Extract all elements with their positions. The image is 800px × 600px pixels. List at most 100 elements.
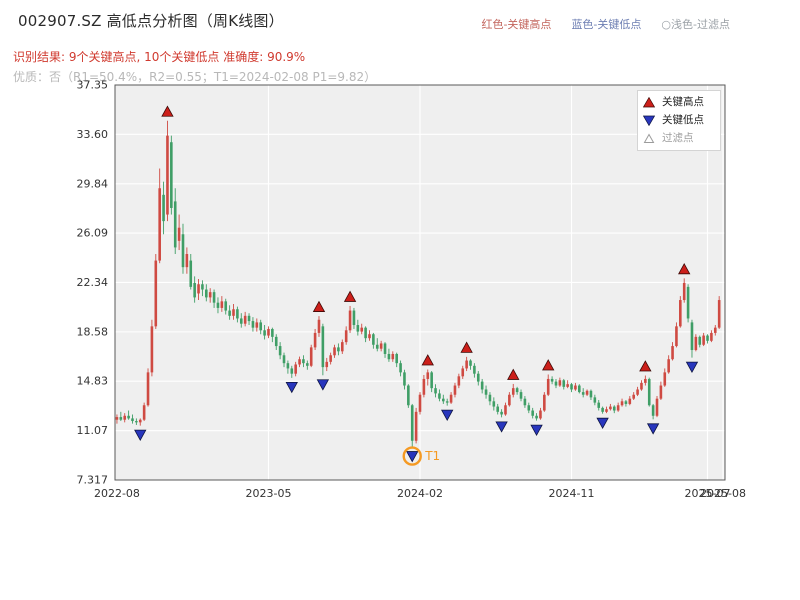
axis-spines: [114, 84, 726, 481]
candle-body: [290, 368, 294, 374]
candle-body: [232, 309, 235, 316]
key-low-marker: [596, 417, 609, 430]
x-tick-label: 2024-02: [397, 487, 443, 500]
candle-body: [434, 388, 437, 394]
candle-body: [663, 372, 667, 386]
candle-body: [698, 336, 702, 345]
candle-body: [216, 302, 220, 308]
candle-body: [158, 188, 161, 261]
key-high-marker: [542, 359, 555, 371]
candle-body: [484, 389, 488, 395]
x-tick-label: 2023-05: [245, 487, 291, 500]
legend-item-label: 关键高点: [662, 96, 704, 109]
candle-body: [589, 390, 593, 398]
candle-body: [135, 421, 138, 423]
candle-body: [236, 309, 239, 319]
candle-body: [442, 398, 445, 402]
chart-legend-box: 关键高点 关键低点 过滤点: [637, 90, 721, 151]
candle-body: [717, 300, 721, 328]
candle-body: [671, 346, 674, 360]
candle-body: [570, 384, 573, 390]
candle-body: [185, 254, 189, 268]
candle-body: [166, 135, 169, 215]
candle-body: [131, 418, 134, 422]
candle-body: [640, 382, 643, 390]
candle-body: [162, 194, 165, 222]
candle-body: [220, 301, 224, 308]
candle-body: [710, 332, 713, 341]
candle-body: [449, 394, 453, 403]
key-low-marker: [646, 423, 660, 435]
candle-body: [127, 415, 130, 419]
candle-body: [154, 260, 158, 327]
y-tick-label: 26.09: [77, 227, 109, 240]
quality-metrics-text: 优质：否（R1=50.4%，R2=0.55；T1=2024-02-08 P1=9…: [13, 70, 377, 84]
candle-body: [294, 364, 297, 374]
candle-body: [496, 406, 500, 412]
candle-body: [383, 343, 387, 354]
candle-body: [558, 380, 562, 386]
blue-down-triangle-icon: [643, 115, 655, 126]
candle-body: [644, 378, 647, 383]
candle-body: [445, 401, 449, 403]
candle-body: [123, 415, 127, 420]
candle-body: [403, 372, 406, 386]
candle-body: [181, 234, 185, 268]
candle-body: [465, 360, 468, 369]
candle-body: [298, 359, 301, 365]
candle-body: [317, 319, 321, 333]
y-tick-label: 29.84: [77, 177, 109, 190]
y-tick-label: 7.317: [77, 474, 109, 487]
legend-item-key-high: 关键高点: [643, 97, 715, 108]
candle-body: [636, 389, 639, 395]
key-high-marker: [343, 290, 357, 302]
y-tick-label: 14.83: [77, 375, 109, 388]
candle-body: [372, 334, 375, 345]
x-tick-label: 2025-07: [685, 487, 731, 500]
candle-body: [259, 322, 263, 331]
candle-body: [201, 284, 204, 290]
candle-body: [170, 142, 173, 208]
candle-body: [247, 315, 251, 322]
candle-body: [352, 310, 356, 326]
candle-body: [546, 378, 550, 395]
candle-body: [480, 381, 484, 390]
candle-body: [597, 402, 601, 408]
candle-body: [407, 385, 410, 406]
candle-body: [647, 378, 651, 406]
candle-body: [585, 390, 589, 395]
key-low-marker: [316, 379, 330, 391]
candle-body: [511, 388, 515, 395]
candle-body: [228, 310, 231, 316]
candle-body: [713, 327, 717, 333]
candle-body: [461, 368, 465, 377]
candle-body: [348, 310, 352, 331]
candle-body: [566, 384, 569, 387]
candle-body: [340, 342, 344, 352]
y-tick-label: 22.34: [77, 276, 109, 289]
candle-body: [263, 330, 266, 336]
candle-body: [624, 401, 628, 404]
key-low-marker: [685, 361, 699, 373]
candle-body: [686, 286, 690, 319]
candle-body: [531, 410, 534, 416]
candle-body: [535, 415, 538, 419]
candle-body: [274, 336, 278, 347]
key-high-marker: [421, 354, 434, 366]
y-tick-label: 18.58: [77, 325, 109, 338]
candle-body: [239, 318, 243, 324]
candle-body: [313, 332, 317, 348]
candle-body: [682, 282, 686, 301]
candle-body: [119, 417, 123, 420]
candle-body: [197, 284, 200, 294]
y-tick-label: 11.07: [77, 424, 109, 437]
legend-item-filtered: 过滤点: [643, 133, 715, 144]
candle-body: [329, 355, 332, 362]
candle-body: [278, 346, 282, 356]
candle-body: [267, 328, 270, 336]
candle-body: [488, 394, 492, 402]
candle-body: [473, 365, 476, 374]
candle-body: [581, 392, 585, 395]
candle-body: [500, 411, 503, 415]
